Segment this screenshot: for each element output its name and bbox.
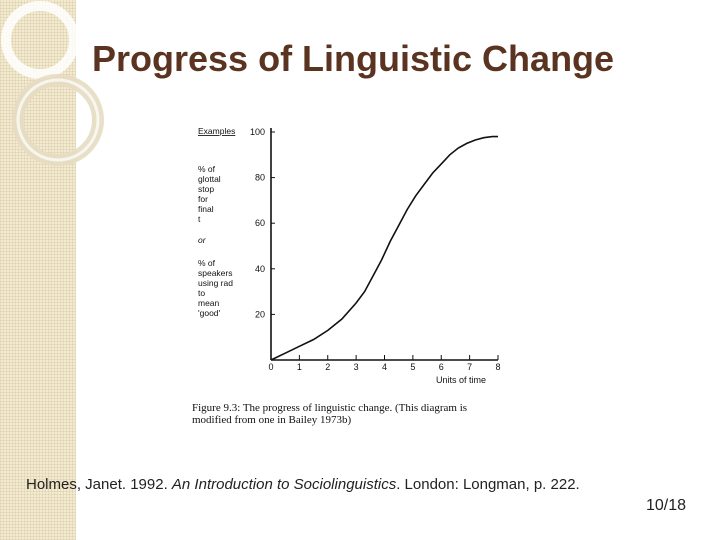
y-tick-label: 40 — [255, 264, 265, 274]
y-axis-label-line: % of — [198, 164, 216, 174]
x-tick-label: 6 — [439, 362, 444, 372]
x-tick-label: 1 — [297, 362, 302, 372]
y-tick-label: 20 — [255, 309, 265, 319]
y-axis-label-line: t — [198, 214, 201, 224]
citation: Holmes, Janet. 1992. An Introduction to … — [26, 476, 646, 493]
y-axis-label-line: using rad — [198, 278, 233, 288]
y-axis-label-line: stop — [198, 184, 214, 194]
y-axis-label-or: or — [198, 235, 207, 245]
y-axis-label-line: speakers — [198, 268, 233, 278]
y-axis-label-line: mean — [198, 298, 220, 308]
figure-caption: Figure 9.3: The progress of linguistic c… — [192, 402, 512, 426]
x-ticks: 0 1 2 3 4 5 6 7 8 — [268, 355, 501, 372]
y-tick-label: 100 — [250, 127, 265, 137]
y-tick-label: 60 — [255, 218, 265, 228]
citation-publisher: . London: Longman, p. 222. — [396, 476, 580, 493]
x-tick-label: 2 — [325, 362, 330, 372]
y-axis-label-line: to — [198, 288, 205, 298]
y-axis-label-line: % of — [198, 258, 216, 268]
x-tick-label: 3 — [354, 362, 359, 372]
slide-title: Progress of Linguistic Change — [92, 38, 615, 79]
decorative-circles — [1, 1, 104, 166]
x-tick-label: 0 — [268, 362, 273, 372]
x-tick-label: 5 — [410, 362, 415, 372]
x-tick-label: 4 — [382, 362, 387, 372]
y-ticks: 20 40 60 80 100 — [250, 127, 275, 319]
y-axis-label-line: final — [198, 204, 214, 214]
y-axis-label-line: for — [198, 194, 208, 204]
y-axis-label-line: glottal — [198, 174, 221, 184]
figure-caption-line-1: Figure 9.3: The progress of linguistic c… — [192, 402, 468, 414]
y-tick-label: 80 — [255, 173, 265, 183]
x-axis-label: Units of time — [436, 375, 486, 385]
figure-caption-line-2: modified from one in Bailey 1973b) — [192, 414, 352, 426]
series-line — [270, 135, 498, 361]
x-tick-label: 8 — [495, 362, 500, 372]
citation-book-title: An Introduction to Sociolinguistics — [171, 476, 397, 493]
page-number: 10/18 — [645, 497, 686, 514]
y-axis-label-line: 'good' — [198, 308, 221, 318]
x-tick-label: 7 — [467, 362, 472, 372]
chart-axes — [270, 128, 498, 361]
y-axis-heading: Examples — [198, 126, 235, 136]
citation-author: Holmes, Janet. 1992. — [26, 476, 172, 493]
